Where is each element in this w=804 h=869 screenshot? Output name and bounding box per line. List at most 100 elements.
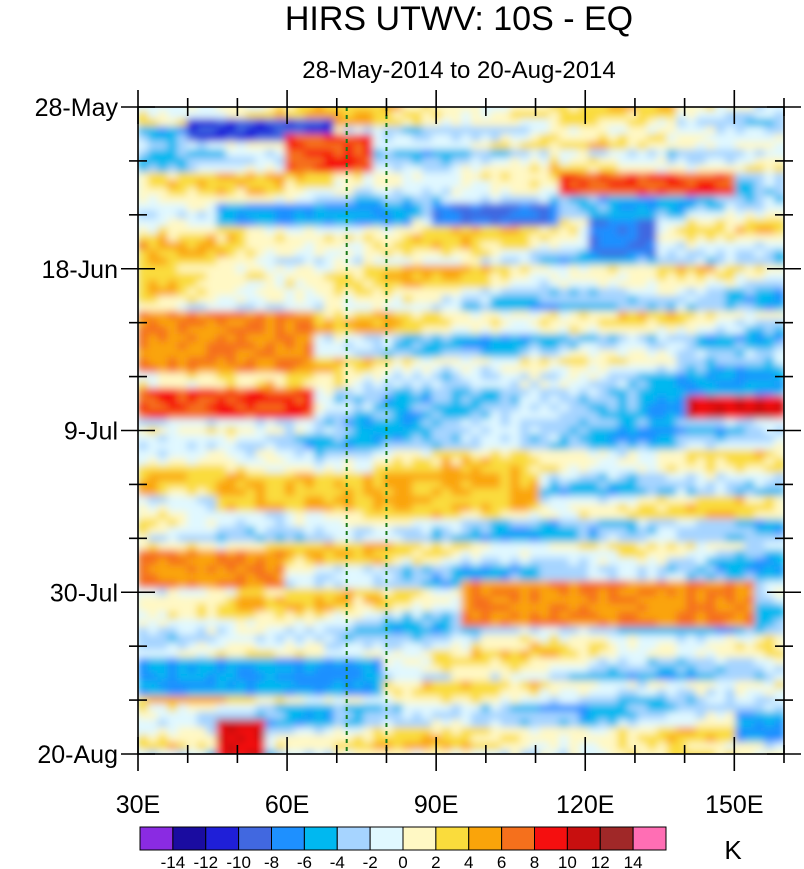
heatmap-cell [147, 334, 159, 344]
heatmap-cell [744, 303, 756, 313]
heatmap-cell [441, 472, 453, 482]
heatmap-cell [372, 642, 384, 652]
heatmap-cell [372, 110, 384, 120]
heatmap-cell [304, 241, 316, 251]
heatmap-cell [392, 326, 404, 336]
heatmap-cell [744, 187, 756, 197]
heatmap-cell [754, 380, 766, 390]
heatmap-cell [206, 642, 218, 652]
heatmap-cell [275, 272, 286, 282]
heatmap-cell [617, 588, 629, 598]
heatmap-cell [431, 426, 443, 436]
heatmap-cell [686, 303, 698, 313]
heatmap-cell [441, 573, 453, 582]
heatmap-cell [715, 195, 727, 205]
heatmap-cell [500, 472, 512, 482]
heatmap-cell [607, 611, 619, 621]
heatmap-cell [343, 380, 355, 390]
heatmap-cell [294, 195, 306, 205]
heatmap-cell [637, 211, 649, 220]
heatmap-cell [744, 318, 756, 328]
heatmap-cell [695, 110, 707, 120]
heatmap-cell [402, 241, 414, 251]
heatmap-cell [265, 503, 277, 513]
heatmap-cell [363, 411, 375, 421]
heatmap-cell [226, 318, 238, 328]
heatmap-cell [549, 657, 561, 667]
heatmap-cell [686, 534, 698, 544]
heatmap-cell [500, 426, 512, 436]
heatmap-cell [725, 303, 737, 313]
heatmap-cell [314, 496, 326, 505]
heatmap-cell [578, 249, 590, 259]
heatmap-cell [695, 126, 707, 136]
heatmap-cell [461, 157, 472, 166]
heatmap-cell [235, 542, 247, 552]
heatmap-cell [705, 241, 717, 251]
heatmap-cell [598, 611, 609, 621]
heatmap-cell [441, 380, 453, 390]
heatmap-cell [490, 134, 502, 143]
heatmap-cell [695, 626, 707, 636]
heatmap-cell [764, 288, 776, 297]
heatmap-cell [245, 549, 257, 559]
heatmap-cell [412, 118, 424, 128]
heatmap-cell [695, 673, 707, 682]
heatmap-cell [461, 511, 472, 521]
heatmap-cell [715, 211, 727, 220]
heatmap-cell [695, 203, 707, 213]
heatmap-cell [235, 588, 247, 598]
heatmap-cell [138, 388, 149, 397]
heatmap-cell [676, 295, 688, 305]
heatmap-cell [578, 272, 590, 282]
heatmap-cell [637, 172, 649, 182]
heatmap-cell [353, 418, 365, 428]
heatmap-cell [235, 465, 247, 475]
heatmap-cell [451, 195, 463, 205]
heatmap-cell [461, 580, 472, 590]
heatmap-cell [529, 388, 541, 397]
heatmap-cell [186, 472, 198, 482]
heatmap-cell [186, 118, 198, 128]
heatmap-cell [431, 573, 443, 582]
heatmap-cell [196, 164, 208, 174]
heatmap-cell [617, 311, 629, 320]
heatmap-cell [725, 241, 737, 251]
heatmap-cell [705, 380, 717, 390]
heatmap-cell [206, 349, 218, 359]
heatmap-cell [196, 496, 208, 505]
heatmap-cell [480, 680, 492, 690]
heatmap-cell [705, 372, 717, 382]
heatmap-cell [607, 295, 619, 305]
heatmap-cell [421, 650, 433, 659]
heatmap-cell [656, 180, 668, 190]
heatmap-cell [196, 395, 208, 405]
heatmap-cell [275, 634, 286, 644]
heatmap-cell [138, 657, 149, 667]
heatmap-cell [441, 611, 453, 621]
heatmap-cell [549, 234, 561, 243]
heatmap-cell [206, 164, 218, 174]
heatmap-cell [509, 472, 521, 482]
heatmap-cell [304, 403, 316, 413]
heatmap-cell [226, 449, 238, 459]
heatmap-cell [490, 542, 502, 552]
heatmap-cell [607, 465, 619, 475]
heatmap-cell [637, 673, 649, 682]
heatmap-cell [607, 388, 619, 397]
heatmap-cell [421, 511, 433, 521]
heatmap-cell [451, 134, 463, 143]
heatmap-cell [607, 149, 619, 159]
heatmap-cell [245, 519, 257, 528]
heatmap-cell [284, 134, 296, 143]
heatmap-cell [363, 172, 375, 182]
heatmap-cell [568, 134, 580, 143]
heatmap-cell [255, 365, 267, 374]
heatmap-cell [431, 449, 443, 459]
heatmap-cell [304, 157, 316, 166]
heatmap-cell [138, 434, 149, 444]
heatmap-cell [226, 588, 238, 598]
heatmap-cell [627, 157, 639, 166]
heatmap-cell [705, 403, 717, 413]
heatmap-cell [509, 565, 521, 575]
